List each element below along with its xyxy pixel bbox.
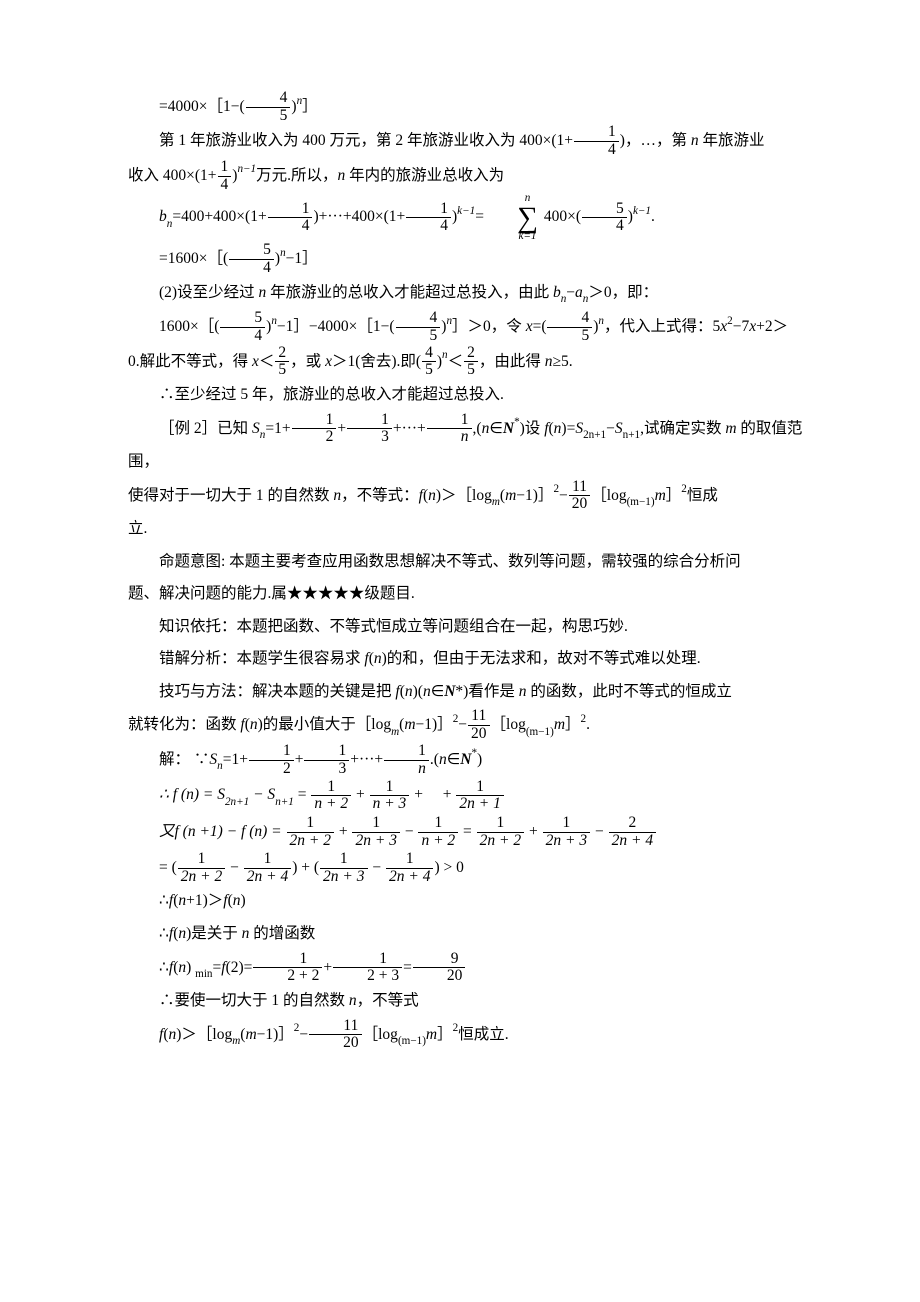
example-2: ［例 2］已知 Sn=1+12+13+···+1n,(n∈N*)设 f(n)=S…: [128, 412, 824, 479]
para-17: 技巧与方法：解决本题的关键是把 f(n)(n∈N*)看作是 n 的函数，此时不等…: [128, 676, 824, 709]
document-page: =4000×［1−(45)n］ 第 1 年旅游业收入为 400 万元，第 2 年…: [0, 0, 920, 1112]
math-block-1: ∴ f (n) = S2n+1 − Sn+1 = 1n + 2 + 1n + 3…: [159, 777, 824, 814]
para-21: ∴f(n)是关于 n 的增函数: [128, 918, 824, 951]
eq-line-5: =1600×［(54)n−1］: [128, 242, 824, 276]
math-block-3: = (12n + 2 − 12n + 4) + (12n + 3 − 12n +…: [159, 850, 824, 886]
para-15: 知识依托：本题把函数、不等式恒成立等问题组合在一起，构思巧妙.: [128, 611, 824, 644]
para-12: 立.: [128, 513, 824, 546]
eq-line-bn: bn=400+400×(1+14)+···+400×(1+14)k−1=n∑k=…: [128, 193, 824, 242]
para-22: ∴f(n) min=f(2)=12 + 2+12 + 3=920: [128, 951, 824, 985]
para-14: 题、解决问题的能力.属★★★★★级题目.: [128, 578, 824, 611]
para-11: 使得对于一切大于 1 的自然数 n，不等式：f(n)＞［logm(m−1)］2−…: [128, 479, 824, 513]
sigma: n∑k=1: [486, 193, 538, 242]
para-9: ∴至少经过 5 年，旅游业的总收入才能超过总投入.: [128, 379, 824, 412]
para-8: 0.解此不等式，得 x＜25，或 x＞1(舍去).即(45)n＜25，由此得 n…: [128, 345, 824, 379]
para-6: (2)设至少经过 n 年旅游业的总收入才能超过总投入，由此 bn−an＞0，即：: [128, 277, 824, 311]
solution-line: 解： ∵Sn=1+12+13+···+1n.(n∈N*): [128, 743, 824, 777]
para-3: 收入 400×(1+14)n−1万元.所以，n 年内的旅游业总收入为: [128, 159, 824, 193]
para-23: ∴要使一切大于 1 的自然数 n，不等式: [128, 985, 824, 1018]
math-block-2: 又f (n +1) − f (n) = 12n + 2 + 12n + 3 − …: [159, 814, 824, 850]
para-16: 错解分析：本题学生很容易求 f(n)的和，但由于无法求和，故对不等式难以处理.: [128, 643, 824, 676]
para-7: 1600×［(54)n−1］−4000×［1−(45)n］＞0，令 x=(45)…: [128, 310, 824, 344]
para-18: 就转化为：函数 f(n)的最小值大于［logm(m−1)］2−1120［log(…: [128, 708, 824, 742]
para-20: ∴f(n+1)＞f(n): [128, 885, 824, 918]
para-2: 第 1 年旅游业收入为 400 万元，第 2 年旅游业收入为 400×(1+14…: [128, 124, 824, 158]
text: =4000×［1−(: [159, 98, 245, 115]
para-13: 命题意图: 本题主要考查应用函数思想解决不等式、数列等问题，需较强的综合分析问: [128, 546, 824, 579]
eq-line-1: =4000×［1−(45)n］: [128, 90, 824, 124]
para-24: f(n)＞［logm(m−1)］2−1120［log(m−1)m］2恒成立.: [128, 1018, 824, 1052]
